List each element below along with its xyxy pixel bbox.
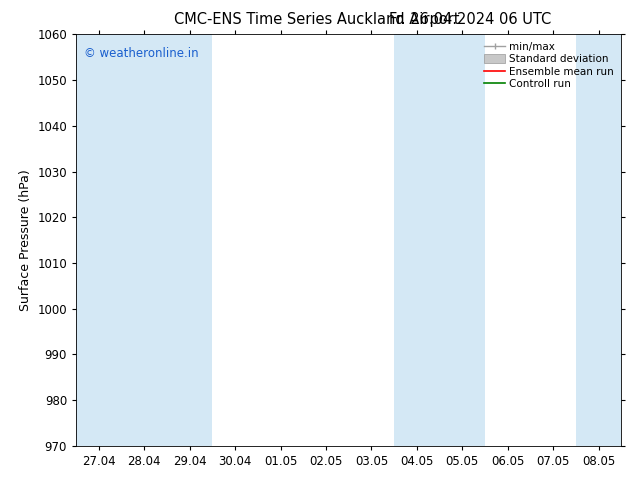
Bar — [76, 34, 122, 446]
Bar — [122, 34, 212, 446]
Text: © weatheronline.in: © weatheronline.in — [84, 47, 199, 60]
Legend: min/max, Standard deviation, Ensemble mean run, Controll run: min/max, Standard deviation, Ensemble me… — [482, 40, 616, 92]
Bar — [394, 34, 485, 446]
Y-axis label: Surface Pressure (hPa): Surface Pressure (hPa) — [19, 169, 32, 311]
Text: Fr. 26.04.2024 06 UTC: Fr. 26.04.2024 06 UTC — [389, 12, 552, 27]
Bar — [576, 34, 621, 446]
Text: CMC-ENS Time Series Auckland Airport: CMC-ENS Time Series Auckland Airport — [174, 12, 460, 27]
